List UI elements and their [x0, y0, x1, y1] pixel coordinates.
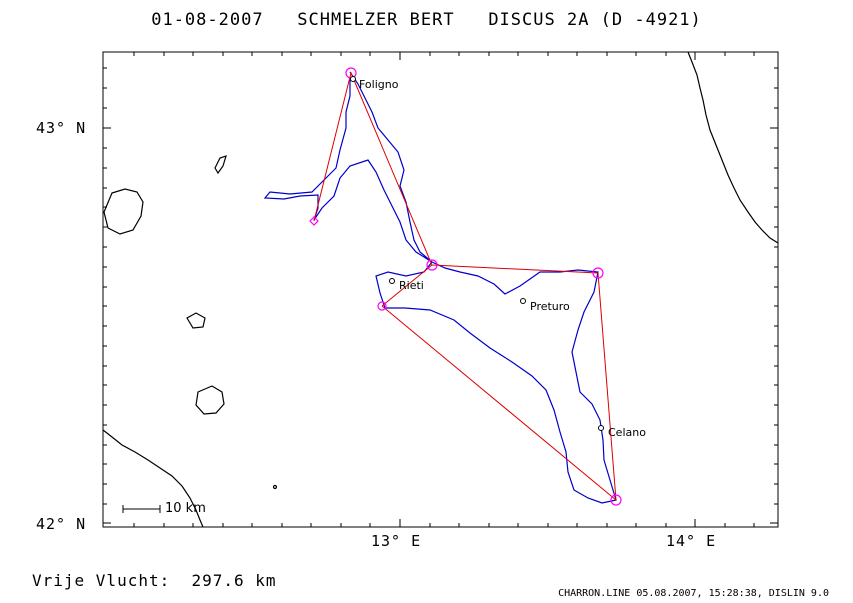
turnpoint-1	[426, 259, 438, 271]
flight-date: 01-08-2007	[151, 10, 264, 30]
city-label-rieti: Rieti	[399, 279, 424, 292]
city-marker-foligno	[350, 76, 356, 82]
turnpoint-3	[610, 494, 622, 506]
scale-bar-label: 10 km	[165, 501, 206, 516]
task-route	[313, 71, 617, 502]
city-label-celano: Celano	[608, 426, 646, 439]
lat-ticks	[103, 67, 778, 524]
city-marker-preturo	[520, 298, 526, 304]
city-label-foligno: Foligno	[359, 78, 399, 91]
lake-small	[272, 484, 278, 490]
lake-vico	[186, 312, 206, 329]
flight-result: Vrije Vlucht: 297.6 km	[32, 571, 277, 590]
task-leg-start	[381, 264, 433, 307]
lake-trasimeno	[214, 155, 227, 175]
city-label-preturo: Preturo	[530, 300, 570, 313]
city-marker-rieti	[389, 278, 395, 284]
lat-label-42: 42° N	[36, 515, 87, 533]
lake-bracciano	[195, 385, 225, 415]
turnpoint-2	[592, 267, 604, 279]
flight-track	[263, 71, 617, 504]
flight-title: 01-08-2007 SCHMELZER BERT DISCUS 2A (D -…	[0, 10, 853, 30]
map-frame	[102, 51, 779, 528]
turnpoint-start	[377, 301, 387, 311]
render-credit: CHARRON.LINE 05.08.2007, 15:28:38, DISLI…	[558, 588, 829, 599]
turnpoint-west	[309, 216, 319, 226]
city-marker-celano	[598, 425, 604, 431]
coastlines	[102, 51, 779, 528]
lon-label-13: 13° E	[371, 532, 422, 550]
city-markers	[350, 76, 604, 431]
scale-bar	[122, 505, 161, 513]
lake-bolsena	[103, 188, 144, 235]
pilot-name: SCHMELZER BERT	[297, 10, 455, 30]
lat-label-43: 43° N	[36, 119, 87, 137]
glider-type: DISCUS 2A (D -4921)	[488, 10, 702, 30]
lon-label-14: 14° E	[666, 532, 717, 550]
lon-ticks	[133, 52, 755, 527]
turnpoints	[309, 67, 622, 506]
